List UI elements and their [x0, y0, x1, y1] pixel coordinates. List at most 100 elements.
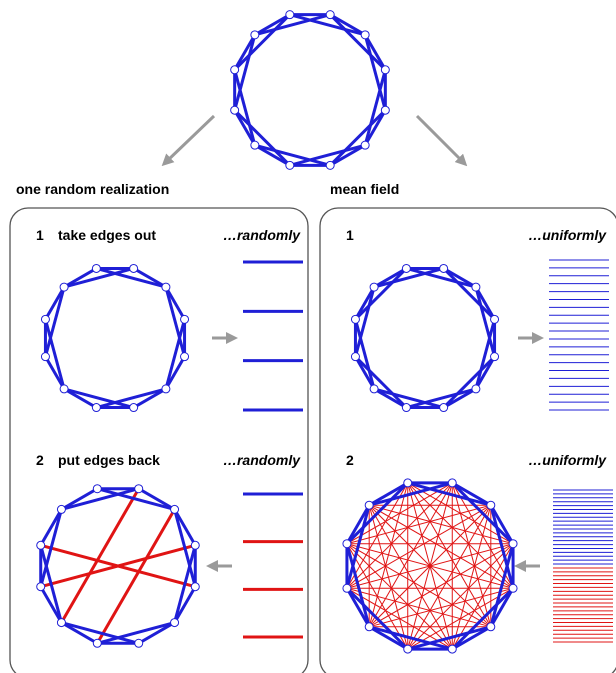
graph-node: [508, 539, 518, 549]
graph-node: [325, 10, 335, 20]
graph-node: [56, 618, 66, 628]
graph-edge: [39, 543, 63, 625]
right-removed-edges-stack: [549, 259, 609, 411]
graph-edge: [288, 13, 367, 37]
graph-edge: [372, 387, 446, 410]
graph-edge: [367, 625, 410, 651]
graph-edge: [363, 33, 387, 112]
graph-edge: [474, 285, 497, 321]
left-step2-number: 2: [36, 452, 44, 468]
graph-edge: [474, 317, 497, 391]
arrow-down-left: [161, 114, 216, 167]
graph-edge: [345, 542, 371, 629]
left-returned-edges-stack: [243, 492, 303, 639]
graph-node: [401, 403, 411, 413]
graph-node: [401, 263, 411, 273]
graph-node: [508, 583, 518, 593]
graph-edge: [132, 387, 168, 410]
graph-node: [369, 282, 379, 292]
graph-node: [180, 314, 190, 324]
graph-node: [92, 638, 102, 648]
graph-edge: [367, 481, 454, 507]
added-edge: [60, 487, 141, 624]
graph-edge: [450, 625, 493, 651]
graph-node: [59, 384, 69, 394]
graph-edge: [62, 387, 136, 410]
graph-edge: [132, 266, 168, 289]
right-step2-mode: …uniformly: [528, 452, 607, 468]
graph-edge: [442, 387, 478, 410]
graph-edge: [59, 487, 141, 511]
graph-edge: [59, 621, 141, 645]
graph-node: [342, 583, 352, 593]
added-edge: [407, 482, 514, 589]
graph-node: [447, 478, 457, 488]
graph-edge: [39, 507, 63, 547]
graph-edge: [43, 317, 66, 391]
left-step1-text: take edges out: [58, 227, 156, 243]
graph-node: [360, 30, 370, 40]
graph-node: [180, 352, 190, 362]
graph-edge: [404, 266, 478, 289]
right-panel: [319, 207, 616, 673]
added-edge: [369, 504, 514, 545]
graph-node: [161, 282, 171, 292]
graph-node: [36, 582, 46, 592]
graph-node: [342, 539, 352, 549]
left-step1-number: 1: [36, 227, 44, 243]
left-pruned-graph: [40, 263, 190, 413]
graph-edge: [62, 387, 98, 410]
graph-edge: [363, 68, 387, 147]
added-edge: [346, 587, 491, 628]
graph-node: [250, 140, 260, 150]
graph-edge: [233, 108, 292, 167]
graph-node: [190, 540, 200, 550]
graph-edge: [345, 503, 371, 590]
graph-node: [190, 582, 200, 592]
right-step2-number: 2: [346, 452, 354, 468]
added-edge: [368, 504, 453, 650]
graph-node: [447, 644, 457, 654]
graph-edge: [345, 586, 410, 651]
graph-node: [91, 403, 101, 413]
graph-node: [40, 352, 50, 362]
graph-edge: [489, 586, 515, 629]
graph-node: [350, 352, 360, 362]
left-rewired-graph: [36, 484, 200, 648]
graph-node: [91, 263, 101, 273]
graph-edge: [43, 355, 66, 391]
graph-edge: [94, 387, 168, 410]
added-edge: [368, 482, 409, 627]
graph-node: [486, 500, 496, 510]
graph-edge: [353, 317, 376, 391]
graph-node: [380, 65, 390, 75]
added-edge: [346, 543, 492, 628]
graph-node: [230, 65, 240, 75]
graph-edge: [253, 13, 292, 37]
graph-edge: [345, 503, 371, 546]
added-edge: [407, 482, 514, 545]
graph-edge: [363, 108, 387, 147]
graph-edge: [367, 625, 454, 651]
graph-edge: [489, 503, 515, 546]
right-step1-mode: …uniformly: [528, 227, 607, 243]
graph-node: [285, 10, 295, 20]
graph-node: [360, 140, 370, 150]
graph-node: [56, 504, 66, 514]
graph-edge: [328, 143, 367, 167]
graph-edge: [95, 621, 177, 645]
graph-edge: [233, 33, 257, 112]
added-edge: [346, 504, 492, 589]
graph-edge: [173, 585, 197, 625]
right-step1-number: 1: [346, 227, 354, 243]
added-edge: [368, 543, 514, 628]
added-edge: [407, 482, 492, 628]
graph-edge: [164, 317, 187, 391]
left-step2-mode: …randomly: [223, 452, 301, 468]
graph-edge: [253, 143, 332, 167]
added-edge: [40, 543, 196, 589]
graph-edge: [406, 481, 493, 507]
added-edge: [346, 482, 409, 589]
graph-node: [369, 384, 379, 394]
added-edge: [368, 505, 409, 650]
